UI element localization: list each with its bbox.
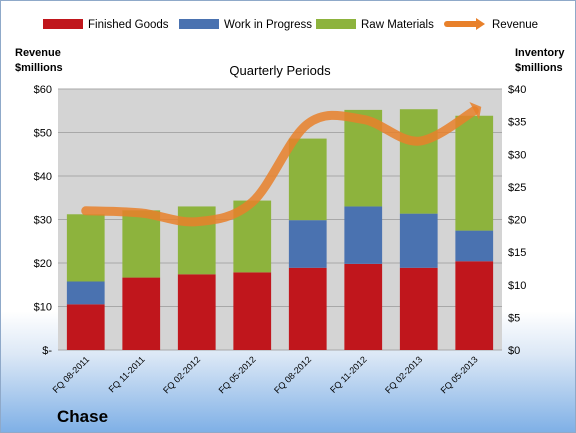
revenue-line <box>81 106 479 227</box>
bar-raw-materials <box>399 109 438 214</box>
bar-work-in-progress <box>399 213 438 268</box>
bar-finished-goods <box>288 267 327 350</box>
bar-raw-materials <box>66 214 105 282</box>
bar-finished-goods <box>122 277 161 350</box>
bar-layer <box>66 109 494 350</box>
legend-label: Finished Goods <box>88 19 169 31</box>
right-tick-label: $10 <box>508 280 526 292</box>
category-label: FQ 05-2013 <box>439 354 480 395</box>
right-tick-label: $0 <box>508 345 520 357</box>
legend-swatch <box>43 19 83 29</box>
right-tick-label: $40 <box>508 84 526 96</box>
bar-work-in-progress <box>455 230 494 262</box>
legend-swatch <box>179 19 219 29</box>
left-tick-label: $10 <box>34 302 52 314</box>
bar-raw-materials <box>122 210 161 278</box>
category-label: FQ 11-2012 <box>328 354 369 395</box>
left-axis-title-line1: Revenue <box>15 47 61 59</box>
legend-label: Revenue <box>492 19 538 31</box>
right-tick-label: $5 <box>508 312 520 324</box>
left-tick-label: $20 <box>34 258 52 270</box>
right-tick-label: $25 <box>508 182 526 194</box>
bar-finished-goods <box>399 267 438 350</box>
right-tick-label: $15 <box>508 247 526 259</box>
legend-swatch <box>316 19 356 29</box>
left-axis-title-line2: $millions <box>15 62 63 74</box>
category-label: FQ 05-2012 <box>217 354 258 395</box>
right-tick-label: $35 <box>508 117 526 129</box>
company-label: Chase <box>57 407 109 426</box>
left-tick-label: $60 <box>34 84 52 96</box>
legend-arrow <box>476 18 485 30</box>
legend-label: Work in Progress <box>224 19 312 31</box>
bar-work-in-progress <box>288 220 327 268</box>
right-axis-title-line2: $millions <box>515 62 563 74</box>
right-axis-title-line1: Inventory <box>515 47 565 59</box>
line-layer <box>81 101 482 227</box>
bar-raw-materials <box>288 138 327 221</box>
legend: Finished Goods Work in Progress Raw Materi… <box>43 18 538 31</box>
revenue-arrowhead <box>469 101 482 120</box>
left-tick-label: $30 <box>34 215 52 227</box>
category-label: FQ 11-2011 <box>107 354 147 394</box>
bar-finished-goods <box>455 261 494 350</box>
bar-finished-goods <box>344 263 383 350</box>
bar-finished-goods <box>177 274 216 350</box>
category-label: FQ 02-2013 <box>383 354 424 395</box>
right-tick-label: $30 <box>508 149 526 161</box>
bar-work-in-progress <box>344 206 383 264</box>
bar-finished-goods <box>233 272 272 350</box>
right-tick-label: $20 <box>508 215 526 227</box>
left-tick-label: $40 <box>34 171 52 183</box>
left-tick-label: $50 <box>34 128 52 140</box>
legend-label: Raw Materials <box>361 19 434 31</box>
chart-title: Quarterly Periods <box>229 63 331 78</box>
bar-finished-goods <box>66 304 105 350</box>
category-label: FQ 08-2012 <box>272 354 313 395</box>
category-label: FQ 08-2011 <box>51 354 92 395</box>
category-label: FQ 02-2012 <box>161 354 202 395</box>
bar-raw-materials <box>455 115 494 231</box>
left-tick-label: $- <box>42 345 52 357</box>
bar-work-in-progress <box>66 281 105 305</box>
